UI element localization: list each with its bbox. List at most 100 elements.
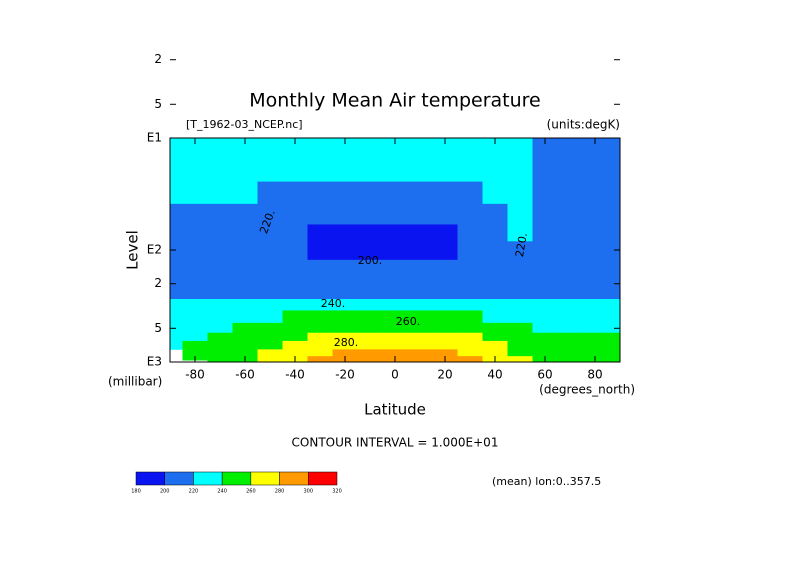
y-tick-label: 2 [154, 52, 162, 66]
field-cell [532, 138, 558, 156]
field-cell [232, 241, 258, 261]
field-cell [407, 154, 433, 182]
field-cell [357, 203, 383, 225]
field-cell [382, 154, 408, 182]
field-cell [557, 289, 583, 300]
field-cell [207, 203, 233, 225]
colorbar-swatch [308, 471, 338, 486]
field-cell [407, 224, 433, 242]
field-cell [407, 259, 433, 278]
contour-label: 260. [396, 315, 421, 328]
field-cell [557, 276, 583, 290]
field-cell [307, 299, 333, 311]
field-cell [457, 276, 483, 290]
y-tick-label: E2 [147, 243, 162, 257]
field-cell [582, 259, 608, 278]
field-cell [332, 332, 358, 342]
x-axis-units: (degrees_north) [539, 383, 635, 397]
field-cell [482, 154, 508, 182]
field-cell [282, 224, 308, 242]
field-cell [332, 259, 358, 278]
field-cell [307, 181, 333, 205]
units-label: (units:degK) [547, 118, 620, 132]
field-cell [457, 241, 483, 261]
field-cell [382, 310, 408, 324]
field-cell [170, 310, 183, 324]
field-cell [457, 203, 483, 225]
colorbar-label: 180 [131, 489, 141, 495]
field-cell [582, 138, 608, 156]
field-cell [582, 349, 608, 357]
field-cell [507, 224, 533, 242]
field-cell [257, 138, 283, 156]
x-tick-label: 40 [487, 368, 502, 382]
field-cell [257, 310, 283, 324]
field-cell [432, 259, 458, 278]
field-cell [257, 349, 283, 357]
field-cell [382, 349, 408, 357]
field-cell [207, 310, 233, 324]
field-cell [457, 356, 483, 361]
field-cell [332, 322, 358, 334]
contour-label: 200. [358, 254, 383, 267]
field-cell [332, 224, 358, 242]
field-cell [282, 259, 308, 278]
field-cell [557, 310, 583, 324]
field-cell [557, 349, 583, 357]
field-cell [582, 241, 608, 261]
y-tick-label: 5 [154, 97, 162, 111]
field-cell [432, 181, 458, 205]
field-cell [507, 340, 533, 350]
field-cell [207, 332, 233, 342]
field-cell [457, 289, 483, 300]
field-cell [182, 138, 208, 156]
field-cell [607, 259, 621, 278]
field-cell [482, 349, 508, 357]
footer-note: (mean) lon:0..357.5 [492, 475, 601, 488]
field-cell [382, 224, 408, 242]
field-cell [357, 241, 383, 261]
field-cell [457, 154, 483, 182]
field-cell [432, 276, 458, 290]
field-cell [607, 299, 621, 311]
field-cell [332, 138, 358, 156]
field-cell [257, 289, 283, 300]
field-cell [532, 289, 558, 300]
field-cell [507, 138, 533, 156]
field-cell [232, 340, 258, 350]
field-cell [457, 224, 483, 242]
field-cell [607, 276, 621, 290]
field-cell [232, 224, 258, 242]
field-cell [282, 289, 308, 300]
field-cell [582, 289, 608, 300]
colorbar-label: 320 [332, 489, 342, 495]
field-cell [582, 332, 608, 342]
field-cell [170, 241, 183, 261]
field-cell [307, 224, 333, 242]
field-cell [307, 203, 333, 225]
field-cell [582, 340, 608, 350]
field-cell [407, 310, 433, 324]
field-cell [507, 203, 533, 225]
field-cell [557, 322, 583, 334]
field-cell [357, 259, 383, 278]
field-cell [170, 340, 183, 350]
field-cell [357, 349, 383, 357]
colorbar-label: 240 [217, 489, 227, 495]
field-cell [332, 310, 358, 324]
field-cell [607, 181, 621, 205]
field-cell [382, 181, 408, 205]
field-cell [257, 322, 283, 334]
field-cell [607, 349, 621, 357]
field-cell [607, 241, 621, 261]
field-cell [257, 356, 283, 361]
field-cell [307, 322, 333, 334]
field-cell [482, 332, 508, 342]
field-cell [170, 299, 183, 311]
field-cell [332, 276, 358, 290]
field-cell [532, 340, 558, 350]
field-cell [232, 299, 258, 311]
field-cell [532, 154, 558, 182]
x-tick-label: -60 [235, 368, 255, 382]
